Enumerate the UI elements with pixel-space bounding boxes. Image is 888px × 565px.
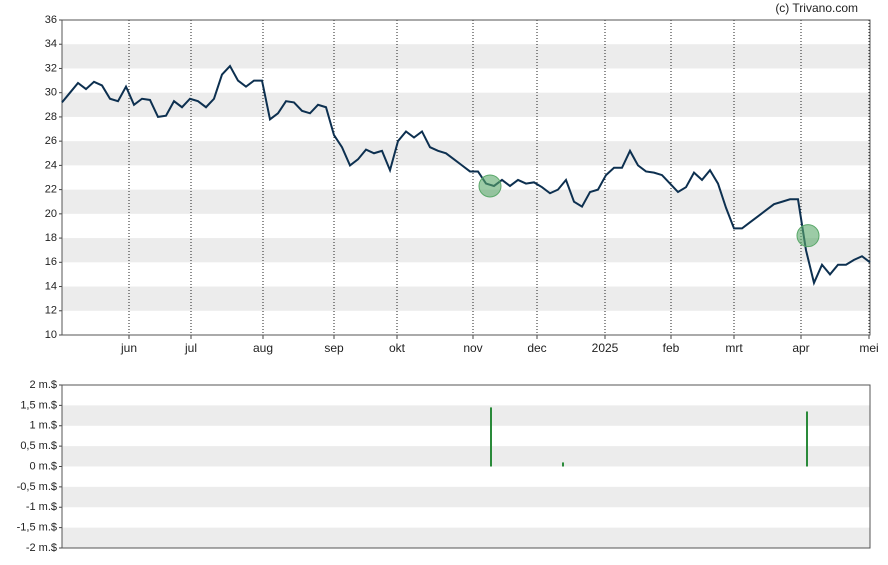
- source: (c) Trivano.com: [775, 1, 858, 15]
- transaction-marker: [478, 174, 502, 198]
- plot-frame: [61, 19, 871, 336]
- y-tick-label: 16: [45, 256, 57, 268]
- y-tick-label: 36: [45, 14, 57, 26]
- y-tick-label: 1 m.$: [29, 420, 57, 432]
- y-tick-label: 2 m.$: [29, 379, 57, 391]
- y-tick-label: 30: [45, 87, 57, 99]
- y-tick-label: 18: [45, 232, 57, 244]
- x-tick-label: aug: [253, 341, 273, 355]
- x-tick-label: dec: [527, 341, 546, 355]
- y-tick-label: -1 m.$: [26, 501, 57, 513]
- x-tick-label: jul: [184, 341, 197, 355]
- y-tick-label: 28: [45, 111, 57, 123]
- y-tick-label: 1,5 m.$: [20, 399, 57, 411]
- y-tick-label: 34: [45, 38, 57, 50]
- grid-band: [62, 189, 870, 214]
- y-tick-label: 22: [45, 184, 57, 196]
- plot-frame: [61, 384, 871, 549]
- x-tick-label: jun: [120, 341, 137, 355]
- x-tick-label: mei: [859, 341, 878, 355]
- grid-band: [62, 405, 870, 426]
- y-tick-label: -0,5 m.$: [17, 481, 57, 493]
- grid-band: [62, 44, 870, 69]
- y-tick-label: 0,5 m.$: [20, 440, 57, 452]
- y-tick-label: -2 m.$: [26, 542, 57, 554]
- y-tick-label: 14: [45, 280, 57, 292]
- grid-band: [62, 238, 870, 263]
- grid-band: [62, 92, 870, 117]
- x-tick-label: apr: [792, 341, 809, 355]
- y-tick-label: 20: [45, 208, 57, 220]
- x-tick-label: nov: [463, 341, 482, 355]
- volume-bar: [490, 407, 492, 467]
- y-tick-label: 32: [45, 62, 57, 74]
- y-tick-label: 12: [45, 305, 57, 317]
- grid-band: [62, 141, 870, 166]
- x-tick-label: okt: [389, 341, 406, 355]
- y-tick-label: 24: [45, 159, 57, 171]
- grid-band: [62, 286, 870, 311]
- y-tick-label: -1,5 m.$: [17, 522, 57, 534]
- grid-band: [62, 446, 870, 467]
- grid-band: [62, 527, 870, 548]
- y-tick-label: 26: [45, 135, 57, 147]
- transaction-marker: [796, 224, 820, 248]
- grid-band: [62, 486, 870, 508]
- x-tick-label: feb: [663, 341, 680, 355]
- volume-bar: [562, 462, 564, 467]
- price-line: [61, 64, 871, 287]
- y-tick-label: 0 m.$: [29, 460, 57, 472]
- volume-bar: [806, 411, 808, 467]
- x-tick-label: sep: [324, 341, 344, 355]
- y-tick-label: 10: [45, 329, 57, 341]
- x-tick-label: 2025: [592, 341, 619, 355]
- x-tick-label: mrt: [725, 341, 743, 355]
